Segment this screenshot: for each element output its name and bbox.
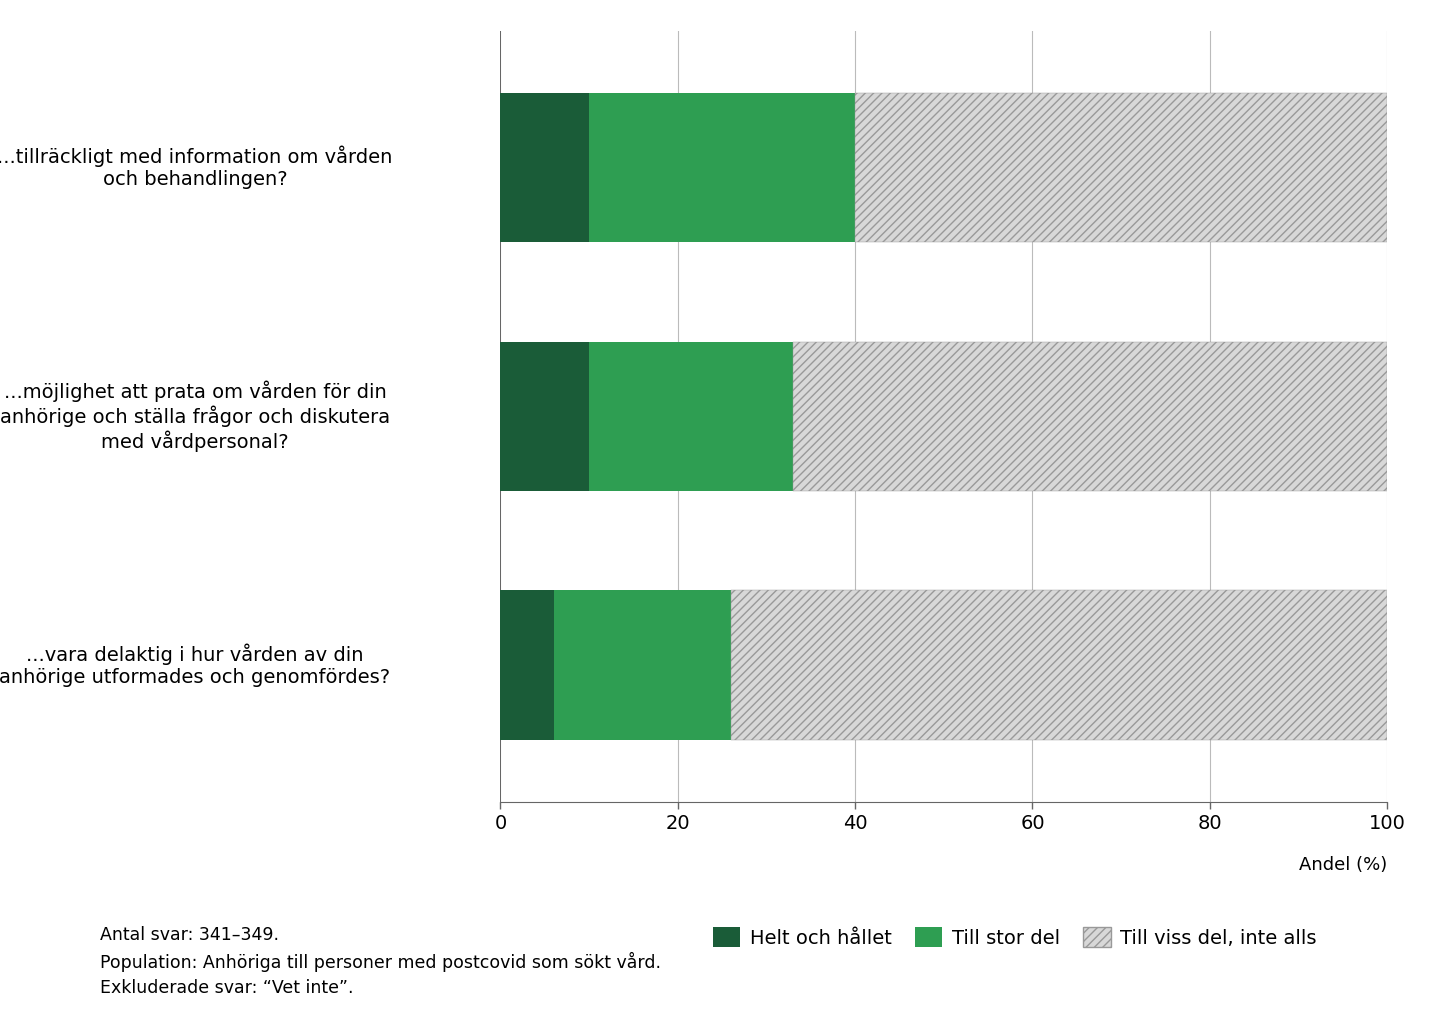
- Bar: [500, 93, 589, 243]
- Legend: Helt och hållet, Till stor del, Till viss del, inte alls: Helt och hållet, Till stor del, Till vis…: [712, 927, 1317, 948]
- Bar: [855, 93, 1387, 243]
- Bar: [589, 341, 794, 491]
- Text: Antal svar: 341–349.
Population: Anhöriga till personer med postcovid som sökt v: Antal svar: 341–349. Population: Anhörig…: [100, 926, 661, 997]
- Bar: [500, 341, 589, 491]
- Bar: [589, 93, 855, 243]
- Bar: [731, 590, 1387, 740]
- Bar: [553, 590, 731, 740]
- Bar: [500, 590, 553, 740]
- X-axis label: Andel (%): Andel (%): [1298, 855, 1387, 874]
- Bar: [794, 341, 1387, 491]
